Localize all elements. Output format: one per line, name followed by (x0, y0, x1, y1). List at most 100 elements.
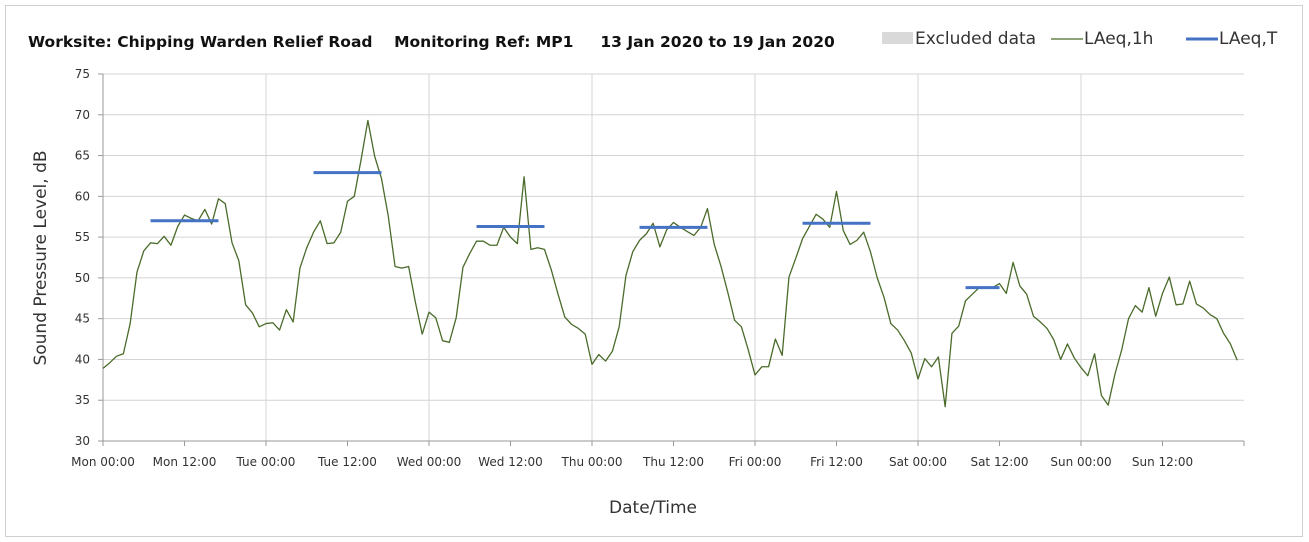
laeq-1h-point (149, 241, 152, 244)
laeq-1h-point (1141, 311, 1144, 314)
y-tick-label: 60 (75, 189, 90, 203)
laeq-1h-point (122, 352, 125, 355)
axes (98, 73, 1245, 446)
x-tick-label: Fri 12:00 (810, 455, 863, 469)
laeq-1h-point (1154, 315, 1157, 318)
laeq-1h-point (862, 231, 865, 234)
laeq-1h-point (237, 259, 240, 262)
laeq-1h-point (631, 250, 634, 253)
laeq-1h-point (652, 222, 655, 225)
laeq-1h-point (1229, 342, 1232, 345)
laeq-1h-point (1208, 313, 1211, 316)
laeq-1h-point (115, 355, 118, 358)
laeq-1h-point (801, 237, 804, 240)
laeq-1h-point (855, 239, 858, 242)
laeq-1h-point (577, 327, 580, 330)
laeq-1h-point (903, 339, 906, 342)
laeq-1h-point (713, 243, 716, 246)
laeq-1h-point (142, 249, 145, 252)
laeq-1h-point (876, 276, 879, 279)
y-tick-label: 70 (75, 108, 90, 122)
laeq-1h-point (1018, 284, 1021, 287)
laeq-1h-point (278, 328, 281, 331)
gridlines (103, 73, 1244, 441)
laeq-1h-point (421, 333, 424, 336)
laeq-1h-point (1093, 352, 1096, 355)
laeq-1h-point (645, 232, 648, 235)
laeq-1h-point (964, 299, 967, 302)
laeq-1h-point (808, 225, 811, 228)
x-tick-label: Wed 00:00 (397, 455, 462, 469)
laeq-1h-point (733, 319, 736, 322)
laeq-1h-point (455, 316, 458, 319)
chart-title: Worksite: Chipping Warden Relief Road Mo… (28, 33, 835, 51)
laeq-1h-point (332, 241, 335, 244)
laeq-1h-point (1086, 374, 1089, 377)
laeq-1h-point (489, 244, 492, 247)
laeq-1h-point (957, 324, 960, 327)
x-axis-title: Date/Time (609, 498, 697, 518)
laeq-1h-point (264, 322, 267, 325)
laeq-1h-point (611, 350, 614, 353)
laeq-1h-point (210, 222, 213, 225)
laeq-1h-point (658, 245, 661, 248)
laeq-1h-point (353, 195, 356, 198)
laeq-1h-point (407, 265, 410, 268)
laeq-1h-point (1134, 304, 1137, 307)
x-tick-label: Sun 00:00 (1050, 455, 1111, 469)
x-tick-label: Sat 00:00 (889, 455, 947, 469)
laeq-1h-point (1113, 373, 1116, 376)
laeq-1h-point (910, 351, 913, 354)
laeq-1h-point (747, 348, 750, 351)
laeq-1h-point (1127, 317, 1130, 320)
laeq-1h-point (760, 365, 763, 368)
laeq-1h-point (1188, 280, 1191, 283)
laeq-1h-point (835, 190, 838, 193)
y-tick-label: 30 (75, 434, 90, 448)
laeq-1h-point (509, 236, 512, 239)
laeq-1h-point (950, 332, 953, 335)
y-tick-label: 40 (75, 352, 90, 366)
y-tick-label: 50 (75, 271, 90, 285)
laeq-1h-point (923, 357, 926, 360)
laeq-1h-point (1032, 315, 1035, 318)
laeq-1h-point (1161, 292, 1164, 295)
x-tick-label: Sun 12:00 (1132, 455, 1193, 469)
legend-label-laeq-1h: LAeq,1h (1084, 29, 1153, 49)
y-tick-label: 45 (75, 312, 90, 326)
series-laeq-1h-line (102, 119, 1238, 408)
y-axis-title: Sound Pressure Level, dB (31, 150, 51, 365)
laeq-1h-point (638, 239, 641, 242)
laeq-1h-point (618, 325, 621, 328)
laeq-1h-point (475, 240, 478, 243)
laeq-1h-point (794, 257, 797, 260)
laeq-1h-point (570, 323, 573, 326)
laeq-1h-point (359, 158, 362, 161)
laeq-1h-point (774, 337, 777, 340)
x-tick-label: Sat 12:00 (970, 455, 1028, 469)
laeq-1h-point (183, 213, 186, 216)
laeq-1h-point (1100, 394, 1103, 397)
legend-label-excluded: Excluded data (915, 29, 1036, 49)
laeq-1h-point (1073, 356, 1076, 359)
x-tick-label: Tue 00:00 (236, 455, 296, 469)
tick-labels: 30 35 40 45 50 55 60 65 70 75 Mon 00:00 Mon 12:00 Tu… (71, 67, 1193, 469)
laeq-1h-point (1174, 303, 1177, 306)
laeq-1h-point (1168, 275, 1171, 278)
laeq-1h-point (101, 367, 104, 370)
laeq-1h-point (305, 246, 308, 249)
laeq-1h-point (1181, 302, 1184, 305)
laeq-1h-point (563, 315, 566, 318)
laeq-1h-point (1079, 366, 1082, 369)
laeq-1h-point (889, 322, 892, 325)
laeq-1h-point (821, 218, 824, 221)
laeq-1h-point (1005, 292, 1008, 295)
laeq-1h-point (1202, 306, 1205, 309)
laeq-1h-point (1039, 320, 1042, 323)
laeq-1h-point (380, 177, 383, 180)
y-tick-label: 75 (75, 67, 90, 81)
laeq-1h-point (536, 246, 539, 249)
laeq-1h-point (1236, 359, 1239, 362)
laeq-1h-point (726, 291, 729, 294)
series (101, 119, 1239, 408)
